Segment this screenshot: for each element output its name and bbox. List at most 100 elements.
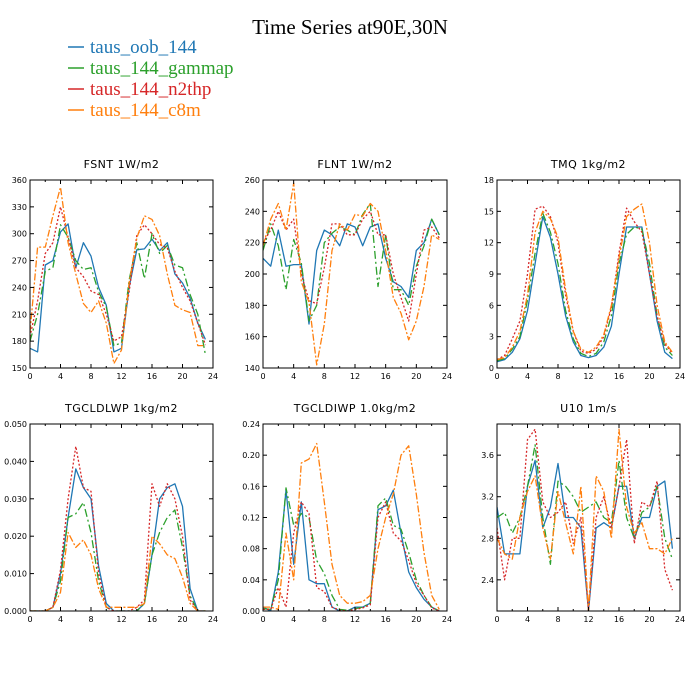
y-tick-label: 330 <box>12 203 27 212</box>
x-tick-label: 12 <box>583 615 593 624</box>
y-tick-label: 200 <box>245 270 260 279</box>
panel-title: TGCLDIWP 1.0kg/m2 <box>293 402 417 415</box>
x-tick-label: 20 <box>411 615 421 624</box>
series-line-taus-144-n2thp <box>263 210 440 322</box>
x-tick-label: 16 <box>614 615 624 624</box>
x-tick-label: 12 <box>350 615 360 624</box>
x-tick-label: 8 <box>322 615 327 624</box>
x-tick-label: 8 <box>88 615 93 624</box>
series-line-taus-144-c8m <box>30 531 206 611</box>
y-tick-label: 6 <box>489 301 494 310</box>
legend-item-taus-oob-144: taus_oob_144 <box>68 37 197 58</box>
x-tick-label: 12 <box>116 372 126 381</box>
y-tick-label: 2.8 <box>481 534 494 543</box>
y-tick-label: 9 <box>489 270 494 279</box>
series-line-taus-oob-144 <box>30 223 206 353</box>
plot-frame <box>262 179 448 369</box>
x-tick-label: 0 <box>260 372 265 381</box>
series-line-taus-144-n2thp <box>497 205 673 361</box>
x-tick-label: 16 <box>147 372 157 381</box>
series-line-taus-144-gammap <box>263 487 440 611</box>
x-tick-label: 4 <box>525 372 530 381</box>
x-tick-label: 20 <box>177 615 187 624</box>
panel-flnt: FLNT 1W/m2 0 4 8 12 16 20 24 140 160 180 200 220 240 2… <box>245 158 452 381</box>
panel-tmq: TMQ 1kg/m2 0 4 8 12 16 20 24 0 3 6 9 12 15 18 <box>484 158 685 381</box>
y-tick-label: 240 <box>12 283 27 292</box>
y-tick-label: 240 <box>245 207 260 216</box>
legend: taus_oob_144taus_144_gammaptaus_144_n2th… <box>68 37 234 121</box>
x-tick-label: 16 <box>381 615 391 624</box>
x-tick-label: 0 <box>27 615 32 624</box>
series-line-taus-oob-144 <box>497 215 673 363</box>
legend-label: taus_144_c8m <box>90 100 201 121</box>
y-tick-label: 0.20 <box>242 451 260 460</box>
x-tick-label: 12 <box>350 372 360 381</box>
x-tick-label: 20 <box>644 615 654 624</box>
series-line-taus-144-c8m <box>263 442 440 611</box>
series-line-taus-oob-144 <box>263 218 440 325</box>
panel-title: FSNT 1W/m2 <box>84 158 160 171</box>
x-tick-label: 24 <box>442 615 452 624</box>
y-tick-label: 0.12 <box>242 514 260 523</box>
figure-title: Time Series at90E,30N <box>252 15 448 39</box>
x-tick-label: 24 <box>442 372 452 381</box>
y-tick-label: 0.04 <box>242 576 260 585</box>
panels: FSNT 1W/m20 4 8 12 16 20 241501802102402703003… <box>4 158 685 624</box>
y-tick-label: 0.040 <box>4 457 27 466</box>
x-tick-label: 4 <box>58 615 63 624</box>
y-tick-label: 2.4 <box>481 576 494 585</box>
y-tick-label: 3.6 <box>481 451 494 460</box>
x-tick-label: 24 <box>675 372 685 381</box>
x-tick-label: 16 <box>147 615 157 624</box>
y-tick-label: 210 <box>12 310 27 319</box>
legend-label: taus_oob_144 <box>90 37 197 58</box>
legend-item-taus-144-c8m: taus_144_c8m <box>68 100 201 121</box>
y-tick-label: 360 <box>12 176 27 185</box>
panel-u10: U10 1m/s 0 4 8 12 16 20 24 2.4 2.8 3.2 3.6 <box>481 402 685 624</box>
y-tick-label: 0.020 <box>4 532 27 541</box>
series-line-taus-144-c8m <box>30 186 206 365</box>
y-tick-label: 140 <box>245 364 260 373</box>
x-tick-label: 8 <box>88 372 93 381</box>
y-tick-label: 180 <box>12 337 27 346</box>
x-tick-label: 8 <box>322 372 327 381</box>
x-tick-label: 8 <box>555 372 560 381</box>
x-tick-label: 4 <box>58 372 63 381</box>
y-tick-label: 180 <box>245 301 260 310</box>
series-line-taus-144-gammap <box>497 444 674 565</box>
legend-item-taus-144-gammap: taus_144_gammap <box>68 58 234 79</box>
plot-frame <box>262 423 448 612</box>
series-line-taus-144-gammap <box>30 224 207 355</box>
panel-tgcldlwp: TGCLDLWP 1kg/m2 0 4 8 12 16 20 24 0.000 0.010 0.02… <box>4 402 218 624</box>
x-tick-label: 4 <box>291 615 296 624</box>
legend-item-taus-144-n2thp: taus_144_n2thp <box>68 79 211 100</box>
y-tick-label: 0.050 <box>4 420 27 429</box>
series-line-taus-144-n2thp <box>30 206 207 345</box>
y-tick-label: 150 <box>12 364 27 373</box>
y-tick-label: 300 <box>12 230 27 239</box>
x-tick-label: 24 <box>208 615 218 624</box>
panel-title: FLNT 1W/m2 <box>317 158 392 171</box>
y-tick-label: 15 <box>484 207 494 216</box>
x-tick-label: 24 <box>675 615 685 624</box>
x-tick-label: 24 <box>208 372 218 381</box>
y-tick-label: 0.00 <box>242 607 260 616</box>
y-tick-label: 260 <box>245 176 260 185</box>
y-tick-label: 270 <box>12 257 27 266</box>
x-tick-label: 20 <box>644 372 654 381</box>
y-tick-label: 220 <box>245 239 260 248</box>
x-tick-label: 20 <box>177 372 187 381</box>
panel-title: TMQ 1kg/m2 <box>550 158 626 171</box>
x-tick-label: 20 <box>411 372 421 381</box>
x-tick-label: 4 <box>525 615 530 624</box>
y-tick-label: 0 <box>489 364 494 373</box>
panel-tgcldiwp: TGCLDIWP 1.0kg/m2 0 4 8 12 16 20 24 0.00 0.04 0.08… <box>242 402 452 624</box>
y-tick-label: 12 <box>484 239 494 248</box>
series-line-taus-144-c8m <box>497 428 673 611</box>
panel-title: TGCLDLWP 1kg/m2 <box>64 402 178 415</box>
plot-frame <box>496 179 681 369</box>
y-tick-label: 0.000 <box>4 607 27 616</box>
panel-fsnt: FSNT 1W/m2 0 4 8 12 16 20 24 150 180 210 240 270 300 3… <box>12 158 218 381</box>
x-tick-label: 12 <box>583 372 593 381</box>
